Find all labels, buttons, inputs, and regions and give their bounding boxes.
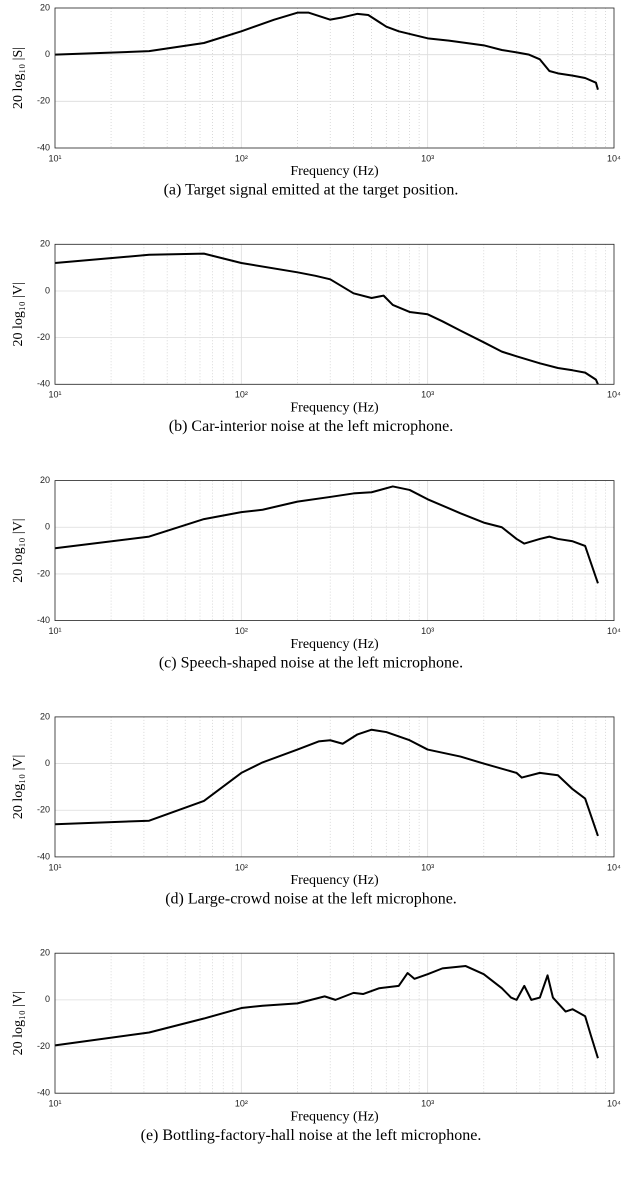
data-line bbox=[54, 252, 599, 385]
x-tick-label: 10³ bbox=[421, 862, 434, 872]
plot-area bbox=[55, 480, 614, 621]
x-tick-label: 10² bbox=[235, 862, 248, 872]
plot-area bbox=[55, 716, 614, 857]
x-axis-label: Frequency (Hz) bbox=[290, 164, 379, 179]
x-tick-label: 10³ bbox=[421, 626, 434, 636]
y-tick-label: 0 bbox=[45, 758, 50, 768]
caption: (c) Speech-shaped noise at the left micr… bbox=[159, 654, 463, 671]
plot-area bbox=[55, 244, 614, 385]
caption: (a) Target signal emitted at the target … bbox=[164, 182, 459, 199]
y-tick-label: 20 bbox=[40, 711, 50, 721]
x-tick-label: 10² bbox=[235, 390, 248, 400]
y-tick-label: -20 bbox=[37, 96, 50, 106]
y-axis-label: 20 log₁₀ |V| bbox=[11, 282, 26, 346]
plot-area bbox=[55, 8, 614, 148]
y-tick-label: 20 bbox=[40, 239, 50, 249]
y-tick-label: 0 bbox=[45, 994, 50, 1004]
y-tick-label: -40 bbox=[37, 1088, 50, 1098]
x-tick-label: 10² bbox=[235, 626, 248, 636]
x-tick-label: 10¹ bbox=[48, 862, 61, 872]
data-line bbox=[54, 965, 599, 1059]
x-tick-label: 10⁴ bbox=[607, 390, 621, 400]
x-tick-label: 10⁴ bbox=[607, 626, 621, 636]
y-tick-label: -40 bbox=[37, 142, 50, 152]
x-tick-label: 10³ bbox=[421, 1099, 434, 1109]
y-tick-label: 20 bbox=[40, 948, 50, 958]
y-tick-label: -20 bbox=[37, 332, 50, 342]
x-tick-label: 10³ bbox=[421, 390, 434, 400]
y-tick-label: -20 bbox=[37, 1041, 50, 1051]
x-tick-label: 10² bbox=[235, 1099, 248, 1109]
y-tick-label: 0 bbox=[45, 522, 50, 532]
plot-frame bbox=[54, 952, 615, 1094]
plot-area bbox=[55, 953, 614, 1094]
x-axis-label: Frequency (Hz) bbox=[290, 637, 379, 652]
caption: (d) Large-crowd noise at the left microp… bbox=[165, 891, 457, 908]
y-axis-label: 20 log₁₀ |S| bbox=[11, 47, 26, 109]
x-tick-label: 10⁴ bbox=[607, 153, 621, 163]
y-tick-label: -20 bbox=[37, 805, 50, 815]
x-axis-label: Frequency (Hz) bbox=[290, 1109, 379, 1124]
y-tick-label: 20 bbox=[40, 475, 50, 485]
y-axis-label: 20 log₁₀ |V| bbox=[11, 991, 26, 1055]
y-tick-label: -40 bbox=[37, 615, 50, 625]
x-axis-label: Frequency (Hz) bbox=[290, 401, 379, 416]
y-axis-label: 20 log₁₀ |V| bbox=[11, 755, 26, 819]
plot-frame bbox=[54, 243, 615, 385]
y-tick-label: 0 bbox=[45, 49, 50, 59]
x-tick-label: 10² bbox=[235, 153, 248, 163]
x-tick-label: 10³ bbox=[421, 153, 434, 163]
x-tick-label: 10¹ bbox=[48, 390, 61, 400]
caption: (e) Bottling-factory-hall noise at the l… bbox=[141, 1127, 482, 1144]
y-axis-label: 20 log₁₀ |V| bbox=[11, 518, 26, 582]
data-line bbox=[54, 11, 599, 90]
plot-frame bbox=[54, 716, 615, 858]
plot-frame bbox=[54, 480, 615, 622]
y-tick-label: -20 bbox=[37, 568, 50, 578]
x-axis-label: Frequency (Hz) bbox=[290, 873, 379, 888]
x-tick-label: 10¹ bbox=[48, 153, 61, 163]
data-line bbox=[54, 485, 599, 584]
x-tick-label: 10¹ bbox=[48, 626, 61, 636]
plot-frame bbox=[54, 7, 615, 149]
y-tick-label: -40 bbox=[37, 851, 50, 861]
caption: (b) Car-interior noise at the left micro… bbox=[169, 418, 453, 435]
y-tick-label: 20 bbox=[40, 2, 50, 12]
x-tick-label: 10⁴ bbox=[607, 1099, 621, 1109]
y-tick-label: -40 bbox=[37, 379, 50, 389]
x-tick-label: 10⁴ bbox=[607, 862, 621, 872]
data-line bbox=[54, 728, 599, 837]
x-tick-label: 10¹ bbox=[48, 1099, 61, 1109]
y-tick-label: 0 bbox=[45, 285, 50, 295]
